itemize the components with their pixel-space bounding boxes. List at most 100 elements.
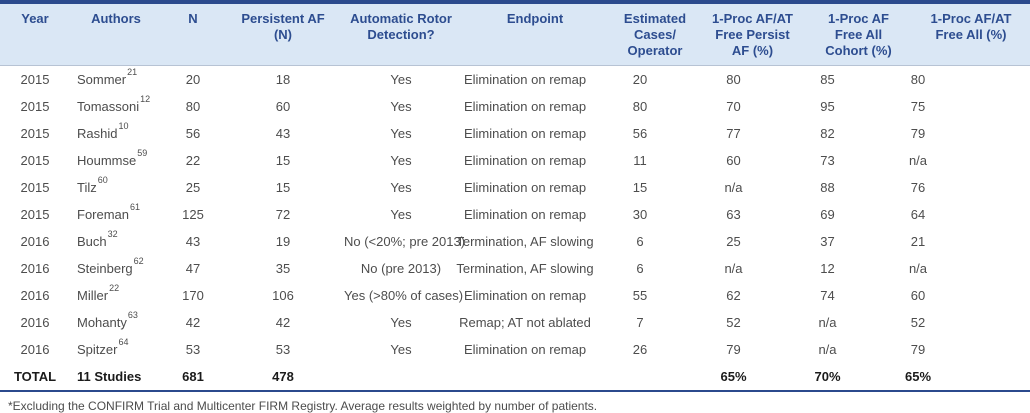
cell-n-value: 681 <box>182 369 204 384</box>
cell-est-cases: 55 <box>610 282 700 309</box>
cell-af-at-free-all: 79 <box>911 336 1030 363</box>
cell-endpoint: Termination, AF slowing <box>456 255 610 282</box>
table-row: 2016 Spitzer64 53 53 Yes Elimination on remap… <box>0 336 1030 363</box>
cell-af-at-free-persist: 80 <box>700 66 805 94</box>
cell-endpoint-value: Elimination on remap <box>463 342 587 357</box>
cell-persistent-af: 42 <box>224 309 342 336</box>
cell-endpoint-value: Elimination on remap <box>463 180 587 195</box>
cell-af-at-free-persist-value: 80 <box>726 72 741 87</box>
cell-year-value: 2016 <box>20 234 50 249</box>
cell-af-at-free-all-value: n/a <box>908 153 928 168</box>
cell-af-free-cohort: 12 <box>805 255 912 282</box>
table-row: 2016 Steinberg62 47 35 No (pre 2013) Terminat… <box>0 255 1030 282</box>
cell-rotor-detection: Yes <box>342 120 460 147</box>
cell-est-cases-value: 26 <box>632 342 648 357</box>
cell-af-at-free-persist: n/a <box>700 174 805 201</box>
cell-af-free-cohort: 37 <box>805 228 912 255</box>
cell-af-at-free-persist: 62 <box>700 282 805 309</box>
cell-af-free-cohort: n/a <box>805 336 912 363</box>
cell-endpoint: Elimination on remap <box>460 336 610 363</box>
cell-af-at-free-all-value: 64 <box>910 207 926 222</box>
table-row: 2015 Hoummse59 22 15 Yes Elimination on remap… <box>0 147 1030 174</box>
cell-n-value: 125 <box>182 207 204 222</box>
cell-af-free-cohort: 95 <box>805 93 912 120</box>
cell-n: 80 <box>162 93 224 120</box>
cell-rotor-detection-value: Yes <box>390 342 412 357</box>
cell-est-cases-value: 56 <box>632 126 648 141</box>
cell-year-value: 2016 <box>20 342 50 357</box>
cell-af-at-free-persist: 65% <box>700 363 805 391</box>
cell-af-at-free-all: 21 <box>911 228 1030 255</box>
cell-rotor-detection: Yes <box>342 201 460 228</box>
cell-year: 2016 <box>0 336 70 363</box>
cell-n-value: 80 <box>185 99 201 114</box>
cell-af-at-free-persist-value: 65% <box>720 369 747 384</box>
cell-af-at-free-all: 52 <box>911 309 1030 336</box>
cell-endpoint-value: Elimination on remap <box>463 207 587 222</box>
cell-est-cases-value: 11 <box>633 153 647 168</box>
col-header-endpoint: Endpoint <box>460 2 610 66</box>
cell-authors-value: Buch32 <box>77 228 118 249</box>
cell-n-value: 53 <box>185 342 201 357</box>
col-header-authors: Authors <box>70 2 162 66</box>
cell-af-free-cohort: 88 <box>805 174 912 201</box>
cell-authors-value: Foreman61 <box>77 201 141 222</box>
cell-endpoint: Elimination on remap <box>460 201 610 228</box>
firm-studies-table: Year Authors N Persistent AF (N) Automat… <box>0 0 1030 392</box>
cell-persistent-af-value: 60 <box>275 99 291 114</box>
cell-rotor-detection: No (pre 2013) <box>342 255 460 282</box>
cell-authors: Buch32 <box>70 228 162 255</box>
cell-year-value: 2015 <box>20 180 50 195</box>
cell-endpoint-value: Elimination on remap <box>463 72 587 87</box>
cell-est-cases: 26 <box>610 336 700 363</box>
cell-af-at-free-persist-value: 77 <box>726 126 741 141</box>
cell-n: 42 <box>162 309 224 336</box>
cell-rotor-detection: Yes <box>342 147 460 174</box>
citation-ref: 32 <box>107 228 118 239</box>
cell-af-at-free-persist-value: 62 <box>726 288 741 303</box>
cell-year: 2016 <box>0 228 70 255</box>
cell-year: 2015 <box>0 120 70 147</box>
cell-endpoint: Elimination on remap <box>460 282 610 309</box>
cell-af-at-free-all: n/a <box>909 255 1030 282</box>
cell-endpoint-value: Termination, AF slowing <box>456 261 594 276</box>
cell-authors: Spitzer64 <box>70 336 162 363</box>
cell-af-free-cohort-value: 69 <box>820 207 835 222</box>
cell-n: 170 <box>162 282 224 309</box>
cell-af-free-cohort: n/a <box>805 309 912 336</box>
cell-year-value: 2016 <box>20 288 50 303</box>
col-header-n: N <box>162 2 224 66</box>
cell-af-free-cohort-value: 95 <box>820 99 835 114</box>
cell-authors-value: 11 Studies <box>77 369 142 384</box>
cell-rotor-detection-value: Yes <box>390 153 412 168</box>
cell-endpoint: Elimination on remap <box>460 93 610 120</box>
cell-endpoint: Elimination on remap <box>460 174 610 201</box>
cell-rotor-detection-value: Yes <box>390 207 412 222</box>
citation-ref: 61 <box>130 201 141 212</box>
cell-persistent-af-value: 42 <box>275 315 291 330</box>
cell-endpoint: Remap; AT not ablated <box>459 309 610 336</box>
cell-endpoint <box>460 363 610 391</box>
cell-persistent-af: 15 <box>224 174 342 201</box>
cell-est-cases-value: 7 <box>636 315 644 330</box>
cell-af-at-free-persist: 70 <box>700 93 805 120</box>
cell-n: 22 <box>162 147 224 174</box>
cell-endpoint: Elimination on remap <box>460 147 610 174</box>
cell-persistent-af-value: 53 <box>275 342 291 357</box>
cell-af-at-free-all-value: 75 <box>910 99 926 114</box>
col-header-est-cases: Estimated Cases/ Operator <box>610 2 700 66</box>
citation-ref: 63 <box>127 309 138 320</box>
cell-af-at-free-all: 79 <box>911 120 1030 147</box>
cell-n: 56 <box>162 120 224 147</box>
cell-af-at-free-persist-value: 63 <box>726 207 741 222</box>
cell-persistent-af: 19 <box>224 228 342 255</box>
cell-authors: Tomassoni12 <box>70 93 162 120</box>
cell-rotor-detection-value: Yes <box>390 180 412 195</box>
cell-endpoint: Elimination on remap <box>460 120 610 147</box>
cell-rotor-detection: Yes <box>342 93 460 120</box>
cell-n-value: 56 <box>185 126 201 141</box>
table-body: 2015 Sommer21 20 18 Yes Elimination on remap 2… <box>0 66 1030 392</box>
total-row: TOTAL 11 Studies 681 478 65% 70% 65% <box>0 363 1030 391</box>
cell-persistent-af: 60 <box>224 93 342 120</box>
cell-af-free-cohort: 70% <box>805 363 912 391</box>
